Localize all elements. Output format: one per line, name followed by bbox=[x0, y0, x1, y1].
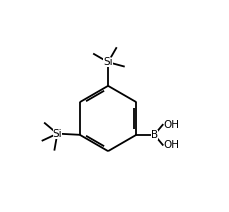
Text: OH: OH bbox=[163, 120, 179, 130]
Text: Si: Si bbox=[103, 57, 112, 67]
Text: OH: OH bbox=[163, 140, 179, 150]
Text: Si: Si bbox=[52, 129, 62, 139]
Text: B: B bbox=[150, 130, 157, 140]
